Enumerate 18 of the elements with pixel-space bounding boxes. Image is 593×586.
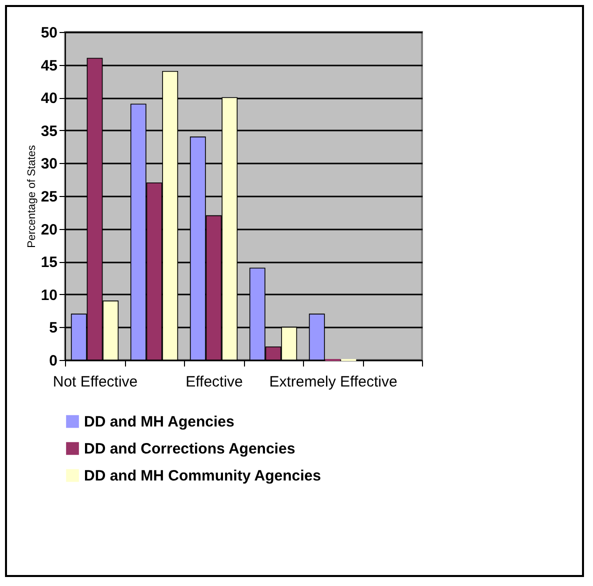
x-tick-label: Not Effective [52, 374, 138, 390]
y-tick-label: 10 [40, 286, 58, 304]
legend-label: DD and MH Agencies [84, 414, 234, 430]
y-tick-label: 0 [49, 352, 58, 370]
y-tick-label: 45 [40, 57, 58, 74]
y-tick-label: 20 [40, 221, 58, 238]
y-tick-label: 50 [40, 24, 58, 42]
y-tick-label: 40 [40, 90, 58, 108]
legend-label: DD and Corrections Agencies [84, 440, 296, 458]
x-tick-label: Extremely Effective [269, 374, 398, 390]
y-tick-label: 5 [49, 320, 58, 337]
y-tick-label: 15 [40, 254, 58, 272]
y-tick-label: 25 [40, 188, 58, 206]
y-tick-label: 30 [40, 156, 58, 173]
y-tick-label: 35 [40, 122, 58, 140]
x-tick-label: Effective [186, 374, 243, 390]
y-axis-title: Percentage of States [26, 144, 38, 248]
legend-label: DD and MH Community Agencies [84, 468, 321, 484]
